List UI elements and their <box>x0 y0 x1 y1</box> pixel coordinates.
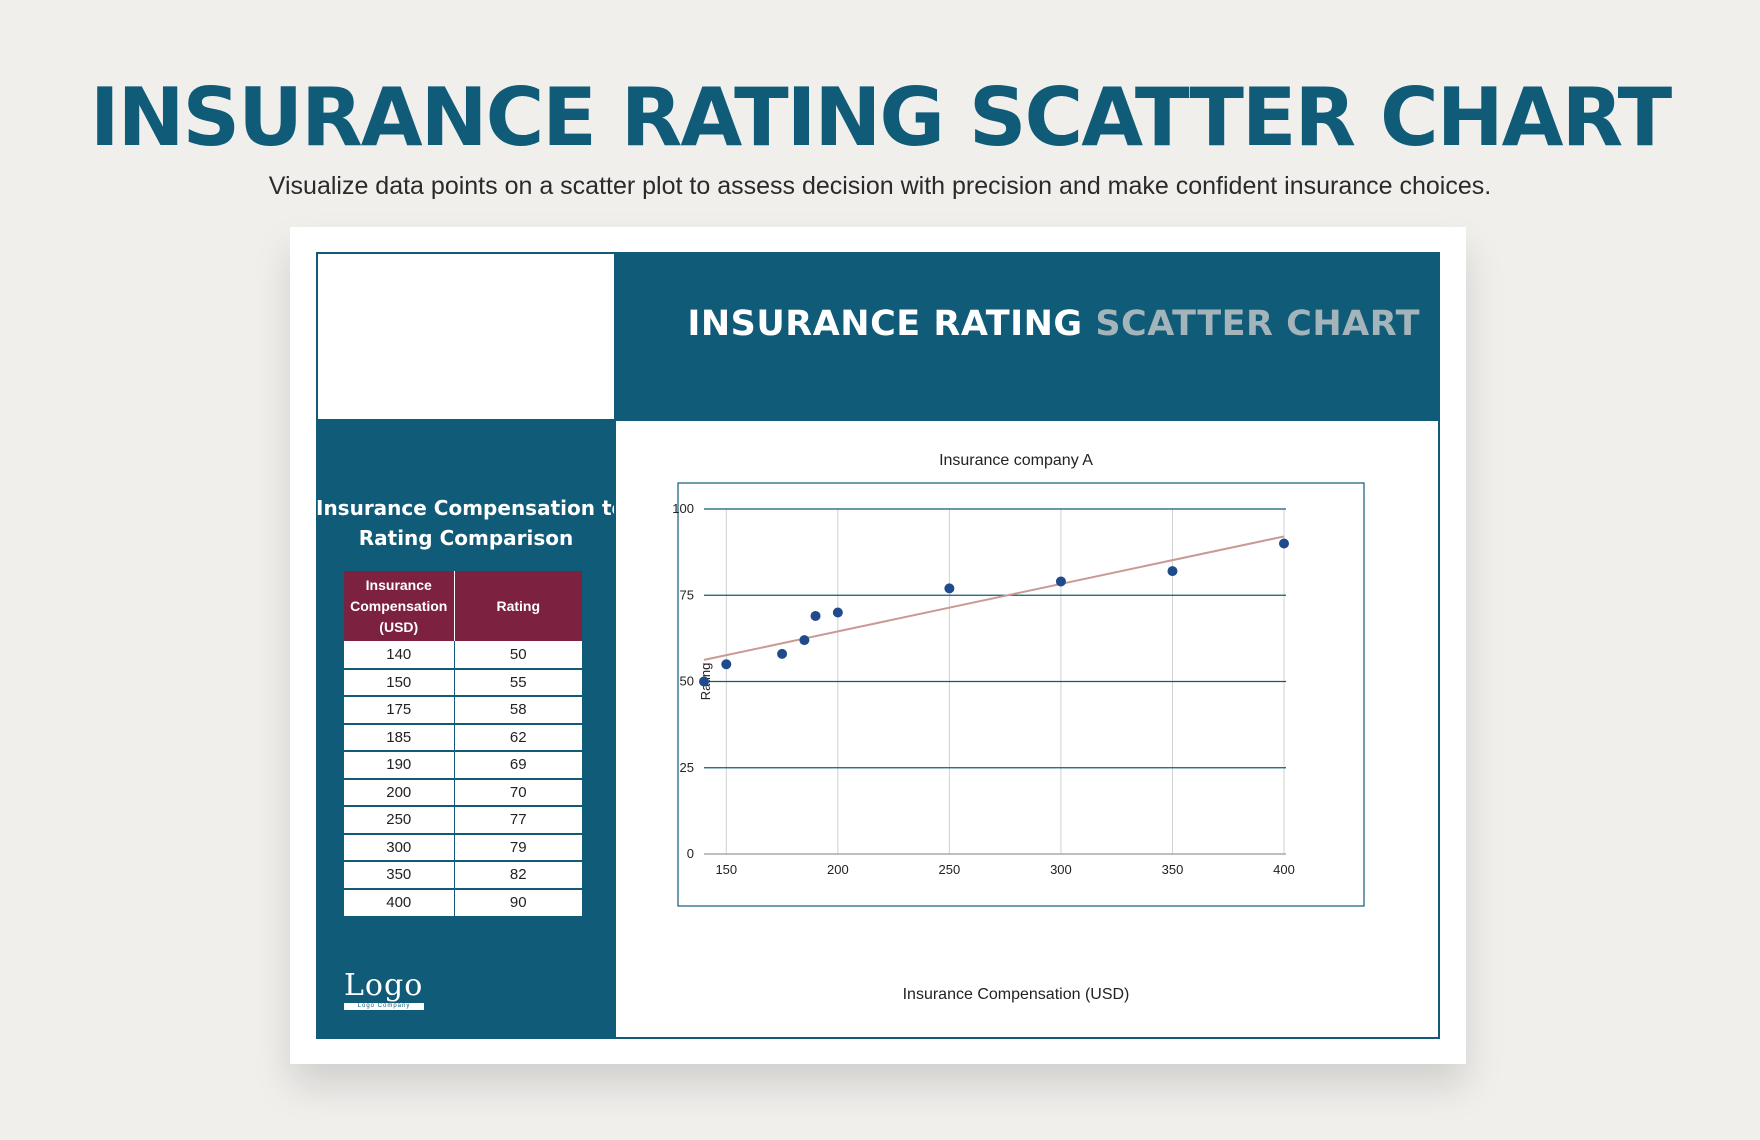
table-body: 140 50 150 55 175 58 185 62 190 69 200 70 250 77 300 79… <box>344 641 582 916</box>
table-cell-rating[interactable]: 55 <box>454 667 582 696</box>
table-cell-rating[interactable]: 82 <box>454 860 582 889</box>
data-point <box>832 607 843 618</box>
table-cell-rating[interactable]: 69 <box>454 750 582 779</box>
table-row: 300 79 <box>344 832 582 861</box>
page-subtitle: Visualize data points on a scatter plot … <box>268 172 1492 200</box>
data-point <box>1279 538 1289 549</box>
data-point <box>777 648 788 659</box>
chart-title: Insurance company A <box>939 452 1093 469</box>
table-cell-compensation[interactable]: 400 <box>344 887 455 916</box>
scatter-chart[interactable]: Insurance company A 150 200 250 300 350 400 0 25… <box>616 421 1440 1039</box>
table-title-line-1: Insurance Compensation to <box>316 496 626 520</box>
y-tick-label: 0 <box>687 846 694 861</box>
table-row: 350 82 <box>344 860 582 889</box>
sidebar-panel: Insurance Compensation to Rating Compari… <box>316 421 626 1039</box>
table-cell-compensation[interactable]: 350 <box>344 860 455 889</box>
y-tick-label: 75 <box>680 587 694 602</box>
table-cell-compensation[interactable]: 185 <box>344 722 455 751</box>
table-cell-compensation[interactable]: 300 <box>344 832 455 861</box>
table-cell-rating[interactable]: 58 <box>454 695 582 724</box>
x-axis-label: Insurance Compensation (USD) <box>903 986 1130 1003</box>
x-tick-label: 200 <box>827 862 849 877</box>
data-point <box>944 583 955 594</box>
table-cell-rating[interactable]: 77 <box>454 805 582 834</box>
table-row: 250 77 <box>344 805 582 834</box>
table-title: Insurance Compensation to Rating Compari… <box>316 493 626 553</box>
page-title: INSURANCE RATING SCATTER CHART <box>89 71 1672 164</box>
table-header-rating[interactable]: Rating <box>454 571 582 641</box>
sheet-inner: INSURANCE RATING SCATTER CHART Insurance… <box>316 252 1440 1039</box>
x-tick-label: 350 <box>1162 862 1184 877</box>
spreadsheet-sheet: INSURANCE RATING SCATTER CHART Insurance… <box>290 227 1466 1064</box>
table-title-line-2: Rating Comparison <box>358 526 574 550</box>
x-tick-label: 150 <box>715 862 737 877</box>
data-point <box>721 659 732 670</box>
chart-area: Insurance company A 150 200 250 300 350 400 0 25… <box>614 421 1440 1039</box>
table-cell-compensation[interactable]: 140 <box>344 641 455 669</box>
table-row: 190 69 <box>344 750 582 779</box>
table-cell-compensation[interactable]: 175 <box>344 695 455 724</box>
table-row: 200 70 <box>344 777 582 806</box>
data-table: Insurance Compensation (USD) Rating 140 5… <box>344 571 582 916</box>
company-logo: Logo Logo Company <box>344 971 424 1010</box>
x-tick-label: 250 <box>939 862 961 877</box>
header-band: INSURANCE RATING SCATTER CHART <box>614 252 1440 421</box>
data-point <box>1167 566 1178 577</box>
y-tick-label: 25 <box>680 760 694 775</box>
table-row: 400 90 <box>344 887 582 916</box>
logo-placeholder-box <box>316 252 616 421</box>
table-cell-rating[interactable]: 79 <box>454 832 582 861</box>
table-header-compensation[interactable]: Insurance Compensation (USD) <box>344 571 455 641</box>
header-title-accent: SCATTER CHART <box>1095 304 1420 344</box>
y-tick-label: 100 <box>672 501 694 516</box>
table-row: 185 62 <box>344 722 582 751</box>
table-header-row: Insurance Compensation (USD) Rating <box>344 571 582 641</box>
chart-frame <box>677 482 1365 907</box>
header-title: INSURANCE RATING SCATTER CHART <box>687 304 1420 344</box>
table-row: 150 55 <box>344 667 582 696</box>
header-title-main: INSURANCE RATING <box>687 304 1083 344</box>
table-cell-rating[interactable]: 62 <box>454 722 582 751</box>
logo-subtext: Logo Company <box>344 1003 424 1010</box>
table-cell-compensation[interactable]: 150 <box>344 667 455 696</box>
table-cell-compensation[interactable]: 200 <box>344 777 455 806</box>
logo-text: Logo <box>344 968 424 1003</box>
x-tick-label: 400 <box>1273 862 1295 877</box>
table-cell-compensation[interactable]: 250 <box>344 805 455 834</box>
table-cell-rating[interactable]: 90 <box>454 887 582 916</box>
y-tick-label: 50 <box>680 674 694 689</box>
table-cell-rating[interactable]: 70 <box>454 777 582 806</box>
data-point <box>1055 576 1066 587</box>
data-point <box>810 610 821 621</box>
x-tick-label: 300 <box>1050 862 1072 877</box>
table-row: 175 58 <box>344 695 582 724</box>
table-cell-compensation[interactable]: 190 <box>344 750 455 779</box>
table-cell-rating[interactable]: 50 <box>509 645 527 663</box>
table-row: 140 50 <box>344 641 582 669</box>
data-point <box>799 635 810 646</box>
data-point <box>699 676 709 687</box>
